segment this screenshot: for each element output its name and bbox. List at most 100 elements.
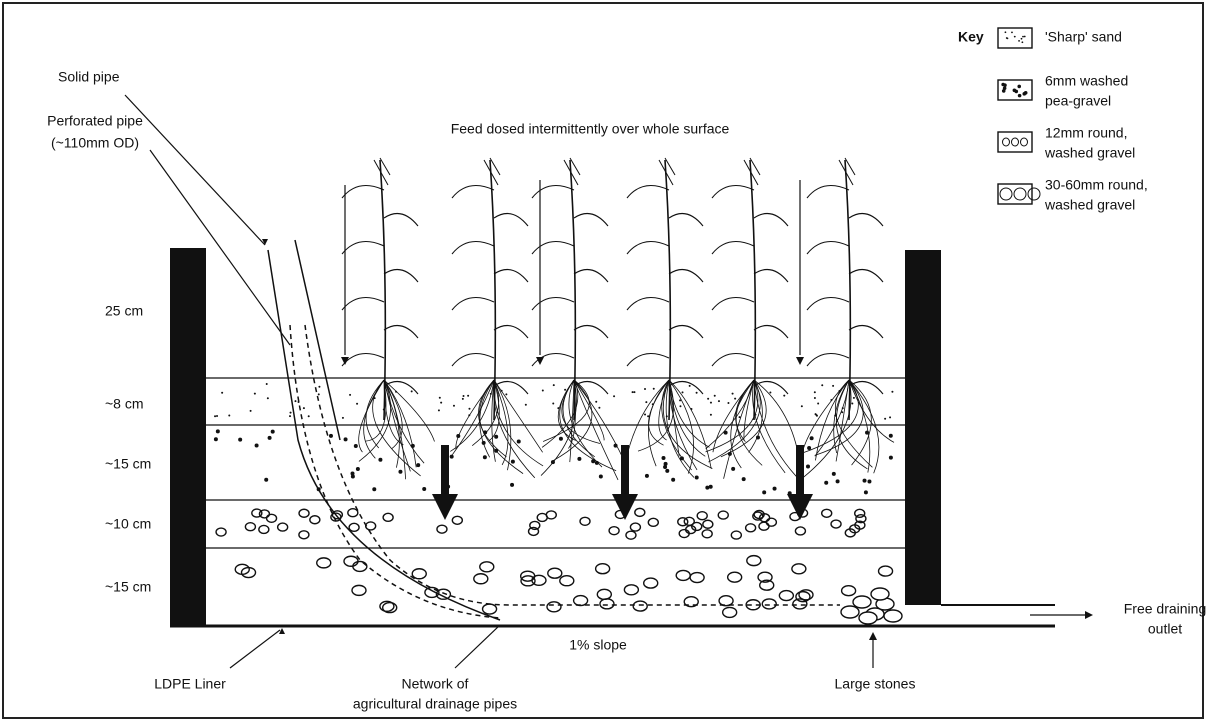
texture bbox=[594, 563, 611, 575]
texture bbox=[889, 416, 892, 419]
texture bbox=[888, 433, 893, 438]
texture bbox=[734, 397, 737, 400]
shape bbox=[661, 379, 692, 471]
texture bbox=[449, 454, 454, 459]
texture bbox=[351, 584, 367, 597]
shape bbox=[626, 296, 670, 311]
label: Large stones bbox=[835, 676, 916, 692]
label: pea-gravel bbox=[1045, 93, 1111, 109]
shape bbox=[383, 379, 407, 480]
shape bbox=[358, 379, 385, 453]
texture bbox=[999, 187, 1013, 201]
shape bbox=[711, 184, 755, 199]
texture bbox=[1012, 88, 1017, 93]
shape bbox=[383, 212, 419, 227]
shape bbox=[383, 379, 417, 468]
texture bbox=[762, 490, 767, 495]
texture bbox=[545, 510, 557, 520]
shape bbox=[493, 379, 543, 453]
shape bbox=[835, 379, 868, 470]
shape bbox=[531, 240, 575, 255]
texture bbox=[213, 437, 218, 442]
texture bbox=[800, 405, 803, 408]
texture bbox=[1017, 84, 1022, 89]
texture bbox=[608, 525, 620, 536]
shape bbox=[563, 157, 581, 186]
shape bbox=[848, 379, 880, 474]
arrow-head bbox=[787, 494, 813, 520]
texture bbox=[633, 391, 636, 394]
label: Network of bbox=[402, 676, 469, 692]
texture bbox=[632, 600, 648, 612]
texture bbox=[851, 402, 854, 405]
arrow-head bbox=[796, 357, 804, 365]
shape bbox=[451, 352, 495, 367]
texture bbox=[805, 464, 810, 469]
arrow-head bbox=[432, 494, 458, 520]
texture bbox=[891, 390, 894, 393]
shape bbox=[451, 240, 495, 255]
texture bbox=[510, 482, 515, 487]
texture bbox=[482, 455, 487, 460]
texture bbox=[888, 455, 893, 460]
depth-label: ~15 cm bbox=[105, 456, 151, 472]
texture bbox=[814, 413, 817, 416]
texture bbox=[761, 598, 777, 610]
texture bbox=[1027, 187, 1041, 201]
texture bbox=[598, 474, 603, 479]
texture bbox=[473, 573, 489, 585]
label: washed gravel bbox=[1044, 145, 1135, 161]
shape bbox=[294, 239, 341, 441]
texture bbox=[510, 459, 515, 464]
texture bbox=[328, 433, 333, 438]
shape bbox=[848, 379, 895, 443]
shape bbox=[815, 379, 850, 461]
texture bbox=[347, 508, 359, 518]
key-swatch bbox=[997, 131, 1033, 153]
texture bbox=[709, 413, 712, 416]
depth-label: 25 cm bbox=[105, 303, 143, 319]
texture bbox=[820, 508, 833, 518]
texture bbox=[265, 513, 278, 523]
texture bbox=[356, 402, 359, 405]
texture bbox=[867, 479, 872, 484]
texture bbox=[644, 413, 647, 416]
arrow-head bbox=[262, 239, 268, 245]
texture bbox=[852, 396, 855, 399]
shape bbox=[806, 240, 850, 255]
shape bbox=[557, 379, 576, 441]
texture bbox=[1004, 31, 1007, 34]
shape bbox=[800, 379, 859, 455]
shape bbox=[531, 296, 575, 311]
shape bbox=[341, 296, 385, 311]
shape bbox=[267, 249, 501, 621]
shape bbox=[372, 379, 421, 477]
texture bbox=[731, 392, 734, 395]
texture bbox=[730, 530, 743, 540]
texture bbox=[451, 515, 464, 525]
shape bbox=[668, 212, 704, 227]
texture bbox=[623, 584, 640, 596]
texture bbox=[238, 437, 243, 442]
texture bbox=[276, 522, 289, 532]
texture bbox=[717, 400, 720, 403]
texture bbox=[349, 393, 352, 396]
texture bbox=[844, 528, 856, 538]
shape bbox=[455, 379, 495, 450]
texture bbox=[689, 571, 705, 584]
shape bbox=[806, 352, 850, 367]
shape bbox=[753, 379, 801, 467]
shape bbox=[753, 379, 797, 477]
texture bbox=[253, 392, 256, 395]
texture bbox=[696, 511, 708, 521]
texture bbox=[527, 526, 540, 537]
shape bbox=[573, 212, 609, 227]
texture bbox=[436, 524, 448, 534]
label: Perforated pipe bbox=[47, 113, 143, 129]
texture bbox=[1013, 35, 1016, 38]
line bbox=[229, 629, 281, 669]
texture bbox=[343, 437, 348, 442]
shape bbox=[373, 157, 391, 186]
texture bbox=[840, 584, 857, 597]
shape bbox=[493, 268, 529, 283]
